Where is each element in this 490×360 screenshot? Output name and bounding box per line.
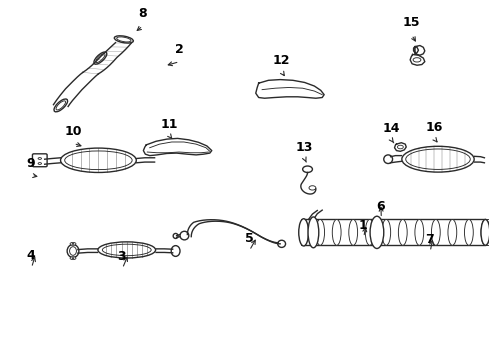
Ellipse shape: [448, 220, 457, 245]
Text: 8: 8: [138, 8, 147, 21]
Text: 4: 4: [26, 249, 35, 262]
Ellipse shape: [481, 220, 490, 245]
Text: 16: 16: [426, 121, 443, 134]
Text: 11: 11: [161, 117, 178, 131]
Text: 15: 15: [402, 17, 420, 30]
Ellipse shape: [70, 242, 76, 245]
Ellipse shape: [299, 219, 309, 246]
Text: 10: 10: [64, 125, 82, 138]
Polygon shape: [144, 138, 212, 156]
Ellipse shape: [366, 220, 374, 245]
Ellipse shape: [299, 220, 308, 245]
Ellipse shape: [316, 220, 324, 245]
Polygon shape: [256, 80, 324, 98]
Text: 6: 6: [376, 200, 385, 213]
Ellipse shape: [413, 58, 421, 62]
Ellipse shape: [465, 220, 473, 245]
Text: 2: 2: [174, 43, 183, 56]
Ellipse shape: [72, 258, 74, 259]
Text: 1: 1: [359, 219, 368, 232]
Text: 5: 5: [245, 232, 253, 245]
Ellipse shape: [370, 216, 384, 248]
Ellipse shape: [481, 220, 490, 245]
Ellipse shape: [308, 217, 319, 248]
Text: 13: 13: [296, 141, 313, 154]
Text: 9: 9: [26, 157, 35, 170]
Polygon shape: [394, 143, 406, 151]
Polygon shape: [410, 54, 425, 65]
Polygon shape: [414, 45, 425, 55]
Ellipse shape: [70, 257, 76, 260]
Text: 3: 3: [118, 250, 126, 263]
Ellipse shape: [349, 220, 358, 245]
Ellipse shape: [431, 220, 440, 245]
Text: 7: 7: [425, 233, 434, 246]
Text: 12: 12: [273, 54, 291, 67]
Ellipse shape: [332, 220, 341, 245]
Ellipse shape: [72, 243, 74, 244]
Ellipse shape: [397, 145, 403, 149]
Text: 14: 14: [383, 122, 400, 135]
Ellipse shape: [382, 220, 391, 245]
Ellipse shape: [398, 220, 407, 245]
Ellipse shape: [415, 220, 424, 245]
